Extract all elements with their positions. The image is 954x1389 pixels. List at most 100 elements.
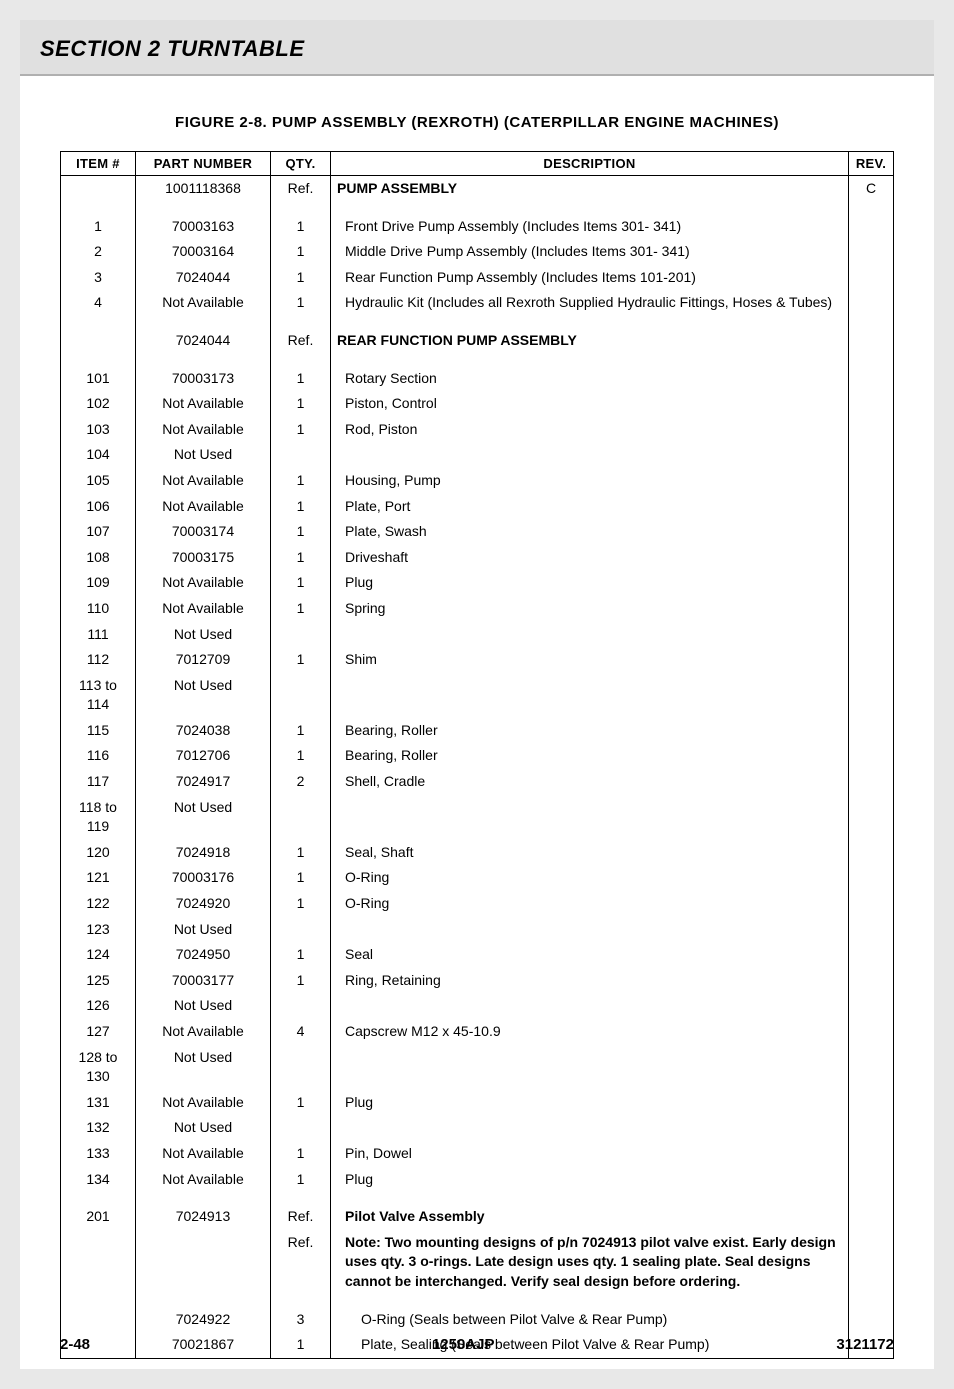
cell-part: 7024950 <box>136 942 271 968</box>
cell-qty: 1 <box>271 366 331 392</box>
cell-item: 120 <box>61 840 136 866</box>
footer-left: 2-48 <box>60 1336 90 1353</box>
cell-desc: Bearing, Roller <box>331 718 849 744</box>
col-header-item: ITEM # <box>61 152 136 176</box>
cell-item: 134 <box>61 1167 136 1193</box>
parts-table: ITEM # PART NUMBER QTY. DESCRIPTION REV.… <box>60 151 894 1359</box>
cell-rev <box>849 391 894 417</box>
table-body: 1001118368Ref.PUMP ASSEMBLYC1700031631Fr… <box>61 176 894 1359</box>
cell-qty <box>271 442 331 468</box>
cell-item: 122 <box>61 891 136 917</box>
cell-qty: 1 <box>271 647 331 673</box>
cell-qty: 4 <box>271 1019 331 1045</box>
section-title: SECTION 2 TURNTABLE <box>40 36 914 62</box>
cell-rev <box>849 891 894 917</box>
table-row: 1001118368Ref.PUMP ASSEMBLYC <box>61 176 894 202</box>
table-row: 125700031771Ring, Retaining <box>61 968 894 994</box>
cell-part: 7012706 <box>136 743 271 769</box>
cell-qty: 1 <box>271 1141 331 1167</box>
table-row: 128 to 130Not Used <box>61 1045 894 1090</box>
table-row: 106Not Available1Plate, Port <box>61 494 894 520</box>
cell-rev <box>849 673 894 718</box>
cell-desc: O-Ring <box>331 865 849 891</box>
cell-desc: Rod, Piston <box>331 417 849 443</box>
cell-part: 7024044 <box>136 328 271 354</box>
cell-item: 201 <box>61 1204 136 1230</box>
cell-qty <box>271 917 331 943</box>
cell-part: 70003174 <box>136 519 271 545</box>
cell-rev <box>849 265 894 291</box>
cell-rev <box>849 328 894 354</box>
cell-desc: Plate, Swash <box>331 519 849 545</box>
cell-part: 7024038 <box>136 718 271 744</box>
cell-item: 118 to 119 <box>61 795 136 840</box>
cell-qty: 1 <box>271 968 331 994</box>
cell-rev <box>849 545 894 571</box>
table-row: 2700031641Middle Drive Pump Assembly (In… <box>61 239 894 265</box>
cell-rev <box>849 647 894 673</box>
cell-qty: 3 <box>271 1307 331 1333</box>
table-row: 11670127061Bearing, Roller <box>61 743 894 769</box>
cell-desc: Pilot Valve Assembly <box>331 1204 849 1230</box>
cell-qty: 1 <box>271 265 331 291</box>
footer-center: 1250AJP <box>432 1336 495 1353</box>
cell-rev <box>849 1307 894 1333</box>
cell-part: 70003173 <box>136 366 271 392</box>
cell-desc: Ring, Retaining <box>331 968 849 994</box>
cell-item: 111 <box>61 622 136 648</box>
table-row: 11270127091Shim <box>61 647 894 673</box>
page-footer: 2-48 1250AJP 3121172 <box>60 1336 894 1353</box>
cell-item: 124 <box>61 942 136 968</box>
cell-part: 70003164 <box>136 239 271 265</box>
cell-qty: Ref. <box>271 1230 331 1295</box>
cell-item: 123 <box>61 917 136 943</box>
cell-desc: Rear Function Pump Assembly (Includes It… <box>331 265 849 291</box>
cell-rev <box>849 840 894 866</box>
cell-item: 108 <box>61 545 136 571</box>
cell-rev <box>849 917 894 943</box>
table-row: 123Not Used <box>61 917 894 943</box>
cell-part: 70003176 <box>136 865 271 891</box>
cell-desc <box>331 917 849 943</box>
table-row: 127Not Available4Capscrew M12 x 45-10.9 <box>61 1019 894 1045</box>
cell-qty: 1 <box>271 391 331 417</box>
table-row: 12070249181Seal, Shaft <box>61 840 894 866</box>
cell-rev: C <box>849 176 894 202</box>
cell-part <box>136 1230 271 1295</box>
cell-part: Not Available <box>136 468 271 494</box>
table-row: 121700031761O-Ring <box>61 865 894 891</box>
table-row: 2017024913Ref.Pilot Valve Assembly <box>61 1204 894 1230</box>
table-row: 103Not Available1Rod, Piston <box>61 417 894 443</box>
cell-item: 116 <box>61 743 136 769</box>
table-row: 107700031741Plate, Swash <box>61 519 894 545</box>
cell-item: 133 <box>61 1141 136 1167</box>
table-row <box>61 1295 894 1307</box>
cell-part: Not Available <box>136 570 271 596</box>
cell-qty <box>271 795 331 840</box>
cell-item: 2 <box>61 239 136 265</box>
cell-qty: 1 <box>271 494 331 520</box>
table-row: 102Not Available1Piston, Control <box>61 391 894 417</box>
cell-rev <box>849 1230 894 1295</box>
cell-desc: Spring <box>331 596 849 622</box>
cell-item: 121 <box>61 865 136 891</box>
cell-qty <box>271 673 331 718</box>
cell-rev <box>849 1090 894 1116</box>
table-row: 105Not Available1Housing, Pump <box>61 468 894 494</box>
cell-desc: O-Ring <box>331 891 849 917</box>
table-row: 118 to 119Not Used <box>61 795 894 840</box>
cell-qty: 1 <box>271 468 331 494</box>
cell-rev <box>849 993 894 1019</box>
cell-part: Not Available <box>136 1141 271 1167</box>
cell-part: Not Used <box>136 917 271 943</box>
cell-item: 1 <box>61 214 136 240</box>
cell-part: 7024913 <box>136 1204 271 1230</box>
cell-qty: Ref. <box>271 328 331 354</box>
cell-part: Not Available <box>136 494 271 520</box>
cell-qty <box>271 622 331 648</box>
table-row: 11570240381Bearing, Roller <box>61 718 894 744</box>
cell-item: 3 <box>61 265 136 291</box>
table-row: 110Not Available1Spring <box>61 596 894 622</box>
table-row: 108700031751Driveshaft <box>61 545 894 571</box>
cell-rev <box>849 718 894 744</box>
